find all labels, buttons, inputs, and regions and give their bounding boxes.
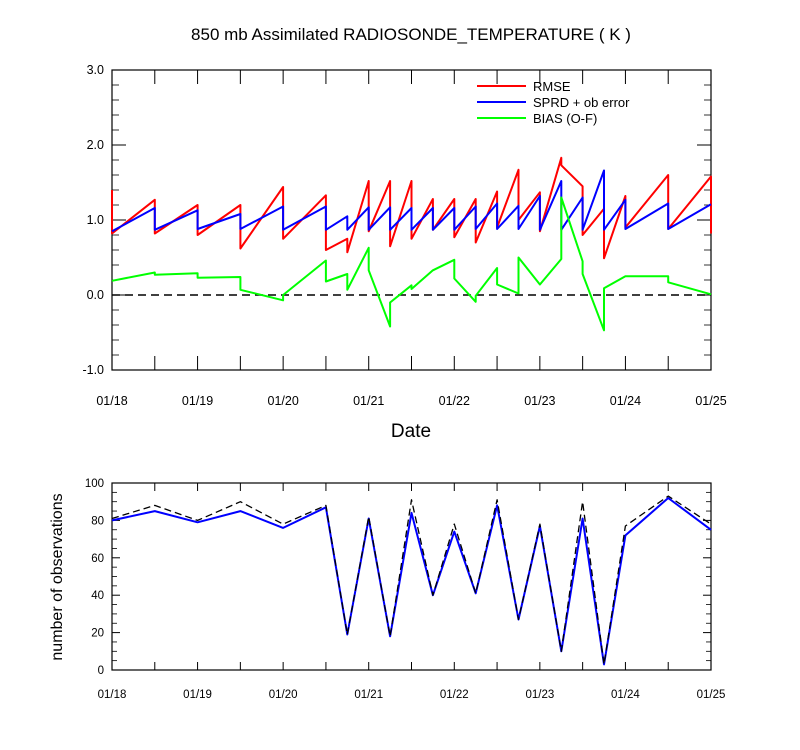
observations-count-chart: 0 20 40 60 80 100 01/18 01/19 01/20 01/21 01/22 01/… bbox=[85, 478, 726, 701]
x-tick-label: 01/25 bbox=[697, 689, 726, 701]
y-tick-label: 1.0 bbox=[87, 213, 104, 227]
legend: RMSE SPRD + ob error BIAS (O-F) bbox=[477, 79, 630, 126]
y-tick-label: 0.0 bbox=[87, 288, 104, 302]
series-rmse bbox=[111, 156, 712, 260]
series-sprd-ob-error bbox=[111, 169, 712, 233]
y-tick-label: 0 bbox=[98, 665, 104, 677]
x-tick-label: 01/21 bbox=[353, 394, 384, 408]
series-possible bbox=[111, 495, 712, 666]
x-tick-label: 01/20 bbox=[268, 394, 299, 408]
x-tick-label: 01/24 bbox=[611, 689, 640, 701]
y-axis-label-observations: number of observations bbox=[49, 493, 66, 660]
x-tick-label: 01/24 bbox=[610, 394, 641, 408]
y-tick-label: 3.0 bbox=[87, 63, 104, 77]
chart-title: 850 mb Assimilated RADIOSONDE_TEMPERATUR… bbox=[191, 25, 631, 44]
series-assimilated bbox=[111, 497, 712, 666]
y-tick-label: 40 bbox=[91, 590, 104, 602]
x-axis-label: Date bbox=[391, 421, 431, 442]
x-tick-label: 01/23 bbox=[525, 689, 554, 701]
x-tick-label: 01/22 bbox=[439, 394, 470, 408]
y-tick-label: 20 bbox=[91, 628, 104, 640]
y-tick-label: -1.0 bbox=[82, 363, 104, 377]
x-tick-label: 01/20 bbox=[269, 689, 298, 701]
x-tick-label: 01/19 bbox=[182, 394, 213, 408]
plot-frame bbox=[111, 482, 712, 671]
legend-label-bias: BIAS (O-F) bbox=[533, 111, 597, 126]
x-tick-label: 01/22 bbox=[440, 689, 469, 701]
x-tick-label: 01/19 bbox=[183, 689, 212, 701]
y-tick-label: 2.0 bbox=[87, 138, 104, 152]
x-tick-label: 01/18 bbox=[98, 689, 127, 701]
series-bias-o-f bbox=[111, 196, 712, 332]
temperature-stats-chart: -1.0 0.0 1.0 2.0 3.0 01/18 01/19 01/20 01/21 01/2… bbox=[82, 63, 726, 408]
legend-label-sprd: SPRD + ob error bbox=[533, 95, 630, 110]
legend-label-rmse: RMSE bbox=[533, 79, 571, 94]
y-tick-label: 80 bbox=[91, 515, 104, 527]
x-tick-label: 01/18 bbox=[96, 394, 127, 408]
x-tick-label: 01/25 bbox=[695, 394, 726, 408]
x-tick-label: 01/23 bbox=[524, 394, 555, 408]
x-tick-label: 01/21 bbox=[354, 689, 383, 701]
y-tick-label: 60 bbox=[91, 553, 104, 565]
y-tick-label: 100 bbox=[85, 478, 104, 490]
